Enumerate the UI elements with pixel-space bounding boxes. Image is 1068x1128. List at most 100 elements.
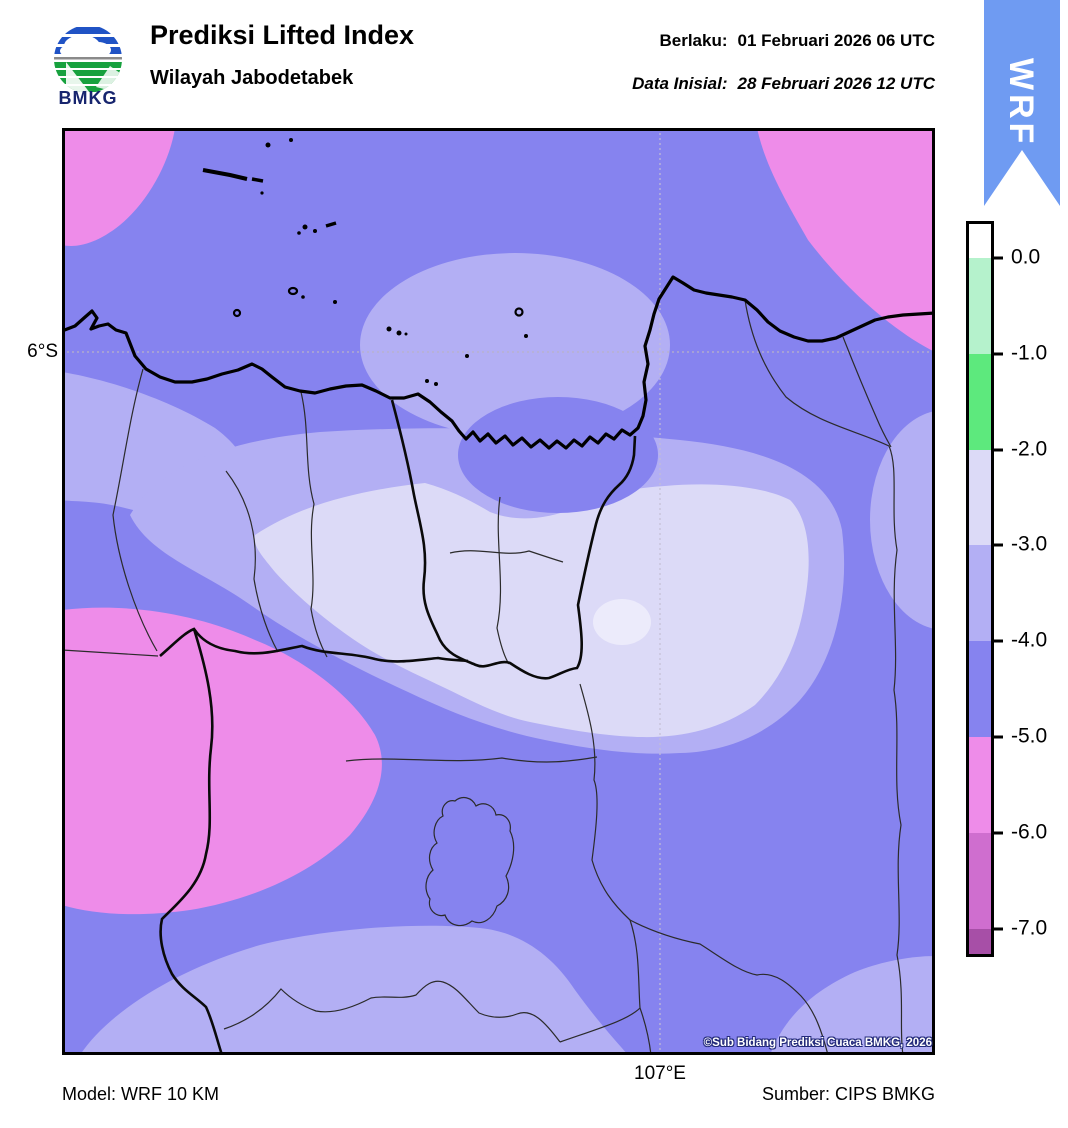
colorbar-segments	[969, 224, 991, 954]
page-title: Prediksi Lifted Index	[150, 20, 415, 50]
islands	[202, 138, 528, 386]
island-icon	[232, 308, 242, 318]
colorbar-segment	[969, 545, 991, 641]
island-icon	[404, 332, 408, 336]
island-icon	[289, 138, 293, 142]
region-light-southwest	[80, 925, 628, 1055]
boundary-west-edge	[62, 649, 159, 657]
boundary-province-vertical	[159, 628, 224, 1055]
region-pink-northwest	[62, 128, 175, 246]
boundary-bekasi-karawang	[744, 299, 904, 1055]
island-icon	[386, 326, 392, 332]
colorbar-segment	[969, 929, 991, 954]
island-icon	[524, 334, 528, 338]
bmkg-logo-label: BMKG	[58, 88, 118, 108]
bmkg-logo	[54, 25, 122, 93]
boundary-dki-jakarta	[390, 399, 637, 680]
boundary-jakarta-inner-horizontal	[449, 550, 564, 563]
colorbar-tick	[991, 352, 1003, 356]
logo-horizon-line	[54, 57, 122, 60]
init-time-label: Data Inisial:	[632, 74, 728, 93]
map-frame	[62, 128, 935, 1055]
colorbar-segment	[969, 224, 991, 258]
colorbar-segment	[969, 354, 991, 450]
island-icon	[265, 142, 271, 148]
region-pale-spot	[593, 599, 651, 645]
island-icon	[297, 231, 301, 235]
region-light-southeast	[770, 956, 935, 1055]
colorbar-tick-label: -6.0	[1011, 820, 1048, 844]
colorbar-tick-label: -4.0	[1011, 628, 1048, 652]
colorbar-tick-label: -2.0	[1011, 437, 1048, 461]
lat-tick-label: 6°S	[27, 341, 58, 362]
page-subtitle: Wilayah Jabodetabek	[150, 67, 354, 89]
colorbar-tick	[991, 927, 1003, 931]
model-label: Model: WRF 10 KM	[62, 1084, 220, 1104]
boundary-bogor-city	[425, 796, 515, 927]
region-pink-west-central	[62, 607, 382, 915]
colorbar-tick	[991, 256, 1003, 260]
boundary-jakarta-inner-vertical	[496, 496, 510, 665]
admin-boundaries-thin	[62, 299, 904, 1055]
colorbar-tick	[991, 448, 1003, 452]
boundary-tangerang-west	[112, 368, 158, 652]
colorbar-tick	[991, 735, 1003, 739]
island-icon	[333, 300, 337, 304]
boundary-bogor-south	[223, 980, 561, 1043]
boundary-tangerang-inner	[225, 470, 279, 653]
lifted-index-map	[62, 128, 935, 1055]
region-light-islands	[360, 253, 670, 437]
colorbar-tick	[991, 639, 1003, 643]
island-icon	[325, 221, 337, 228]
copyright-text: ©Sub Bidang Prediksi Cuaca BMKG, 2026	[703, 1037, 932, 1049]
region-bay-dip	[458, 397, 658, 513]
valid-time-line: Berlaku: 01 Februari 2026 06 UTC	[659, 31, 935, 51]
colorbar-ticks: 0.0 -1.0 -2.0 -3.0 -4.0 -5.0 -6.0 -7.0	[991, 224, 1061, 954]
island-icon	[301, 295, 305, 299]
colorbar-tick-label: -3.0	[1011, 532, 1048, 556]
colorbar-tick-label: 0.0	[1011, 245, 1041, 269]
colorbar-segment	[969, 833, 991, 929]
boundary-depok-bogor	[559, 683, 641, 1043]
island-icon	[425, 379, 429, 383]
init-time-line: Data Inisial: 28 Februari 2026 12 UTC	[632, 74, 935, 94]
valid-time-label: Berlaku:	[659, 31, 728, 50]
colorbar-tick-label: -7.0	[1011, 916, 1048, 940]
logo-cloud-stripes	[54, 27, 122, 58]
wrf-ribbon: WRF	[984, 0, 1060, 206]
region-pink-northeast	[757, 128, 935, 352]
ribbon-label: WRF	[1002, 58, 1040, 147]
island-icon	[260, 191, 264, 195]
boundary-tangerang-mid	[300, 391, 328, 658]
island-icon	[465, 354, 469, 358]
island-icon	[251, 177, 264, 183]
island-icon	[287, 286, 299, 296]
colorbar-segment	[969, 450, 991, 545]
region-light-east-edge	[870, 411, 935, 629]
colorbar-tick	[991, 831, 1003, 835]
lon-tick-label: 107°E	[634, 1063, 686, 1084]
colorbar-segment	[969, 737, 991, 833]
boundary-southeast	[629, 919, 829, 1055]
boundary-coast-branch-east	[842, 336, 892, 448]
boundary-south-branch	[639, 1007, 652, 1055]
colorbar	[966, 221, 994, 957]
region-lavender-core	[254, 483, 809, 738]
island-icon	[302, 224, 308, 230]
coastline	[62, 275, 935, 450]
colorbar-tick-label: -1.0	[1011, 341, 1048, 365]
source-label: Sumber: CIPS BMKG	[761, 1084, 935, 1104]
admin-boundaries-thick	[159, 399, 637, 1055]
boundary-depok-north	[345, 756, 598, 763]
island-icon	[396, 330, 402, 336]
island-icon	[313, 229, 317, 233]
island-icon	[202, 168, 248, 181]
ribbon-shape	[984, 0, 1060, 206]
colorbar-tick	[991, 543, 1003, 547]
island-icon	[514, 307, 524, 317]
init-time-value: 28 Februari 2026 12 UTC	[737, 74, 935, 93]
colorbar-segment	[969, 258, 991, 354]
valid-time-value: 01 Februari 2026 06 UTC	[737, 31, 935, 50]
colorbar-tick-label: -5.0	[1011, 724, 1048, 748]
